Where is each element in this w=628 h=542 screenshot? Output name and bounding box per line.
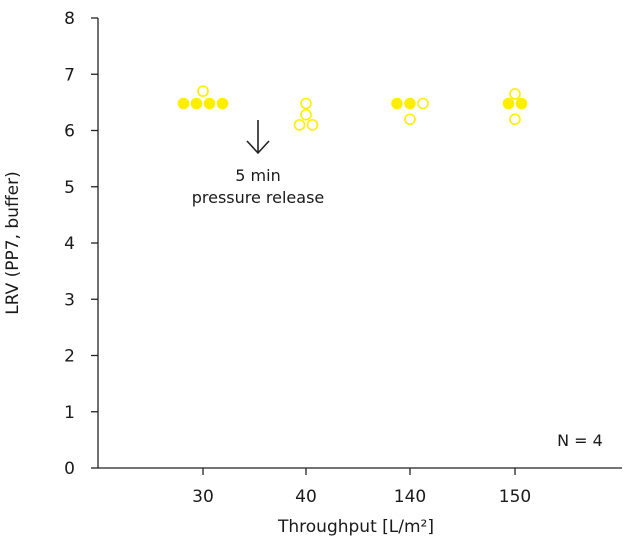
open-data-point: [509, 113, 521, 126]
open-data-point: [293, 119, 306, 131]
annotation-line-2: pressure release: [192, 188, 325, 207]
x-ticks: 30 40 140 150: [192, 468, 531, 507]
data-points: [177, 85, 528, 131]
sample-size-note: N = 4: [557, 431, 603, 450]
x-tick-label: 40: [295, 487, 317, 507]
y-tick-label: 4: [64, 234, 75, 254]
open-data-point: [300, 108, 312, 121]
pressure-release-annotation: 5 min pressure release: [192, 120, 325, 207]
x-tick-label: 150: [499, 487, 531, 507]
y-tick-label: 5: [64, 178, 75, 198]
open-data-point: [306, 119, 319, 131]
axes: [97, 18, 622, 469]
y-tick-label: 1: [64, 403, 75, 423]
filled-data-point: [190, 97, 203, 110]
x-axis-label: Throughput [L/m²]: [277, 517, 434, 537]
y-tick-label: 3: [64, 290, 75, 310]
y-tick-label: 7: [64, 65, 75, 85]
filled-data-point: [177, 97, 190, 110]
filled-data-point: [216, 97, 229, 110]
y-tick-label: 0: [64, 459, 75, 479]
y-tick-label: 8: [64, 9, 75, 29]
down-arrow-icon: [246, 120, 270, 155]
open-data-point: [417, 97, 429, 110]
filled-data-point: [391, 97, 403, 110]
filled-data-point: [515, 97, 528, 110]
x-tick-label: 140: [394, 487, 426, 507]
y-axis-label: LRV (PP7, buffer): [3, 171, 23, 315]
filled-data-point: [203, 97, 216, 110]
annotation-line-1: 5 min: [235, 166, 280, 185]
y-tick-label: 6: [64, 122, 75, 142]
open-data-point: [509, 88, 521, 100]
y-ticks: 0 1 2 3 4 5 6 7 8: [64, 9, 98, 479]
filled-data-point: [502, 97, 515, 110]
open-data-point: [404, 113, 416, 126]
open-data-point: [197, 85, 209, 97]
open-data-point: [300, 97, 312, 110]
y-tick-label: 2: [64, 347, 75, 367]
filled-data-point: [404, 97, 416, 110]
x-tick-label: 30: [192, 487, 214, 507]
